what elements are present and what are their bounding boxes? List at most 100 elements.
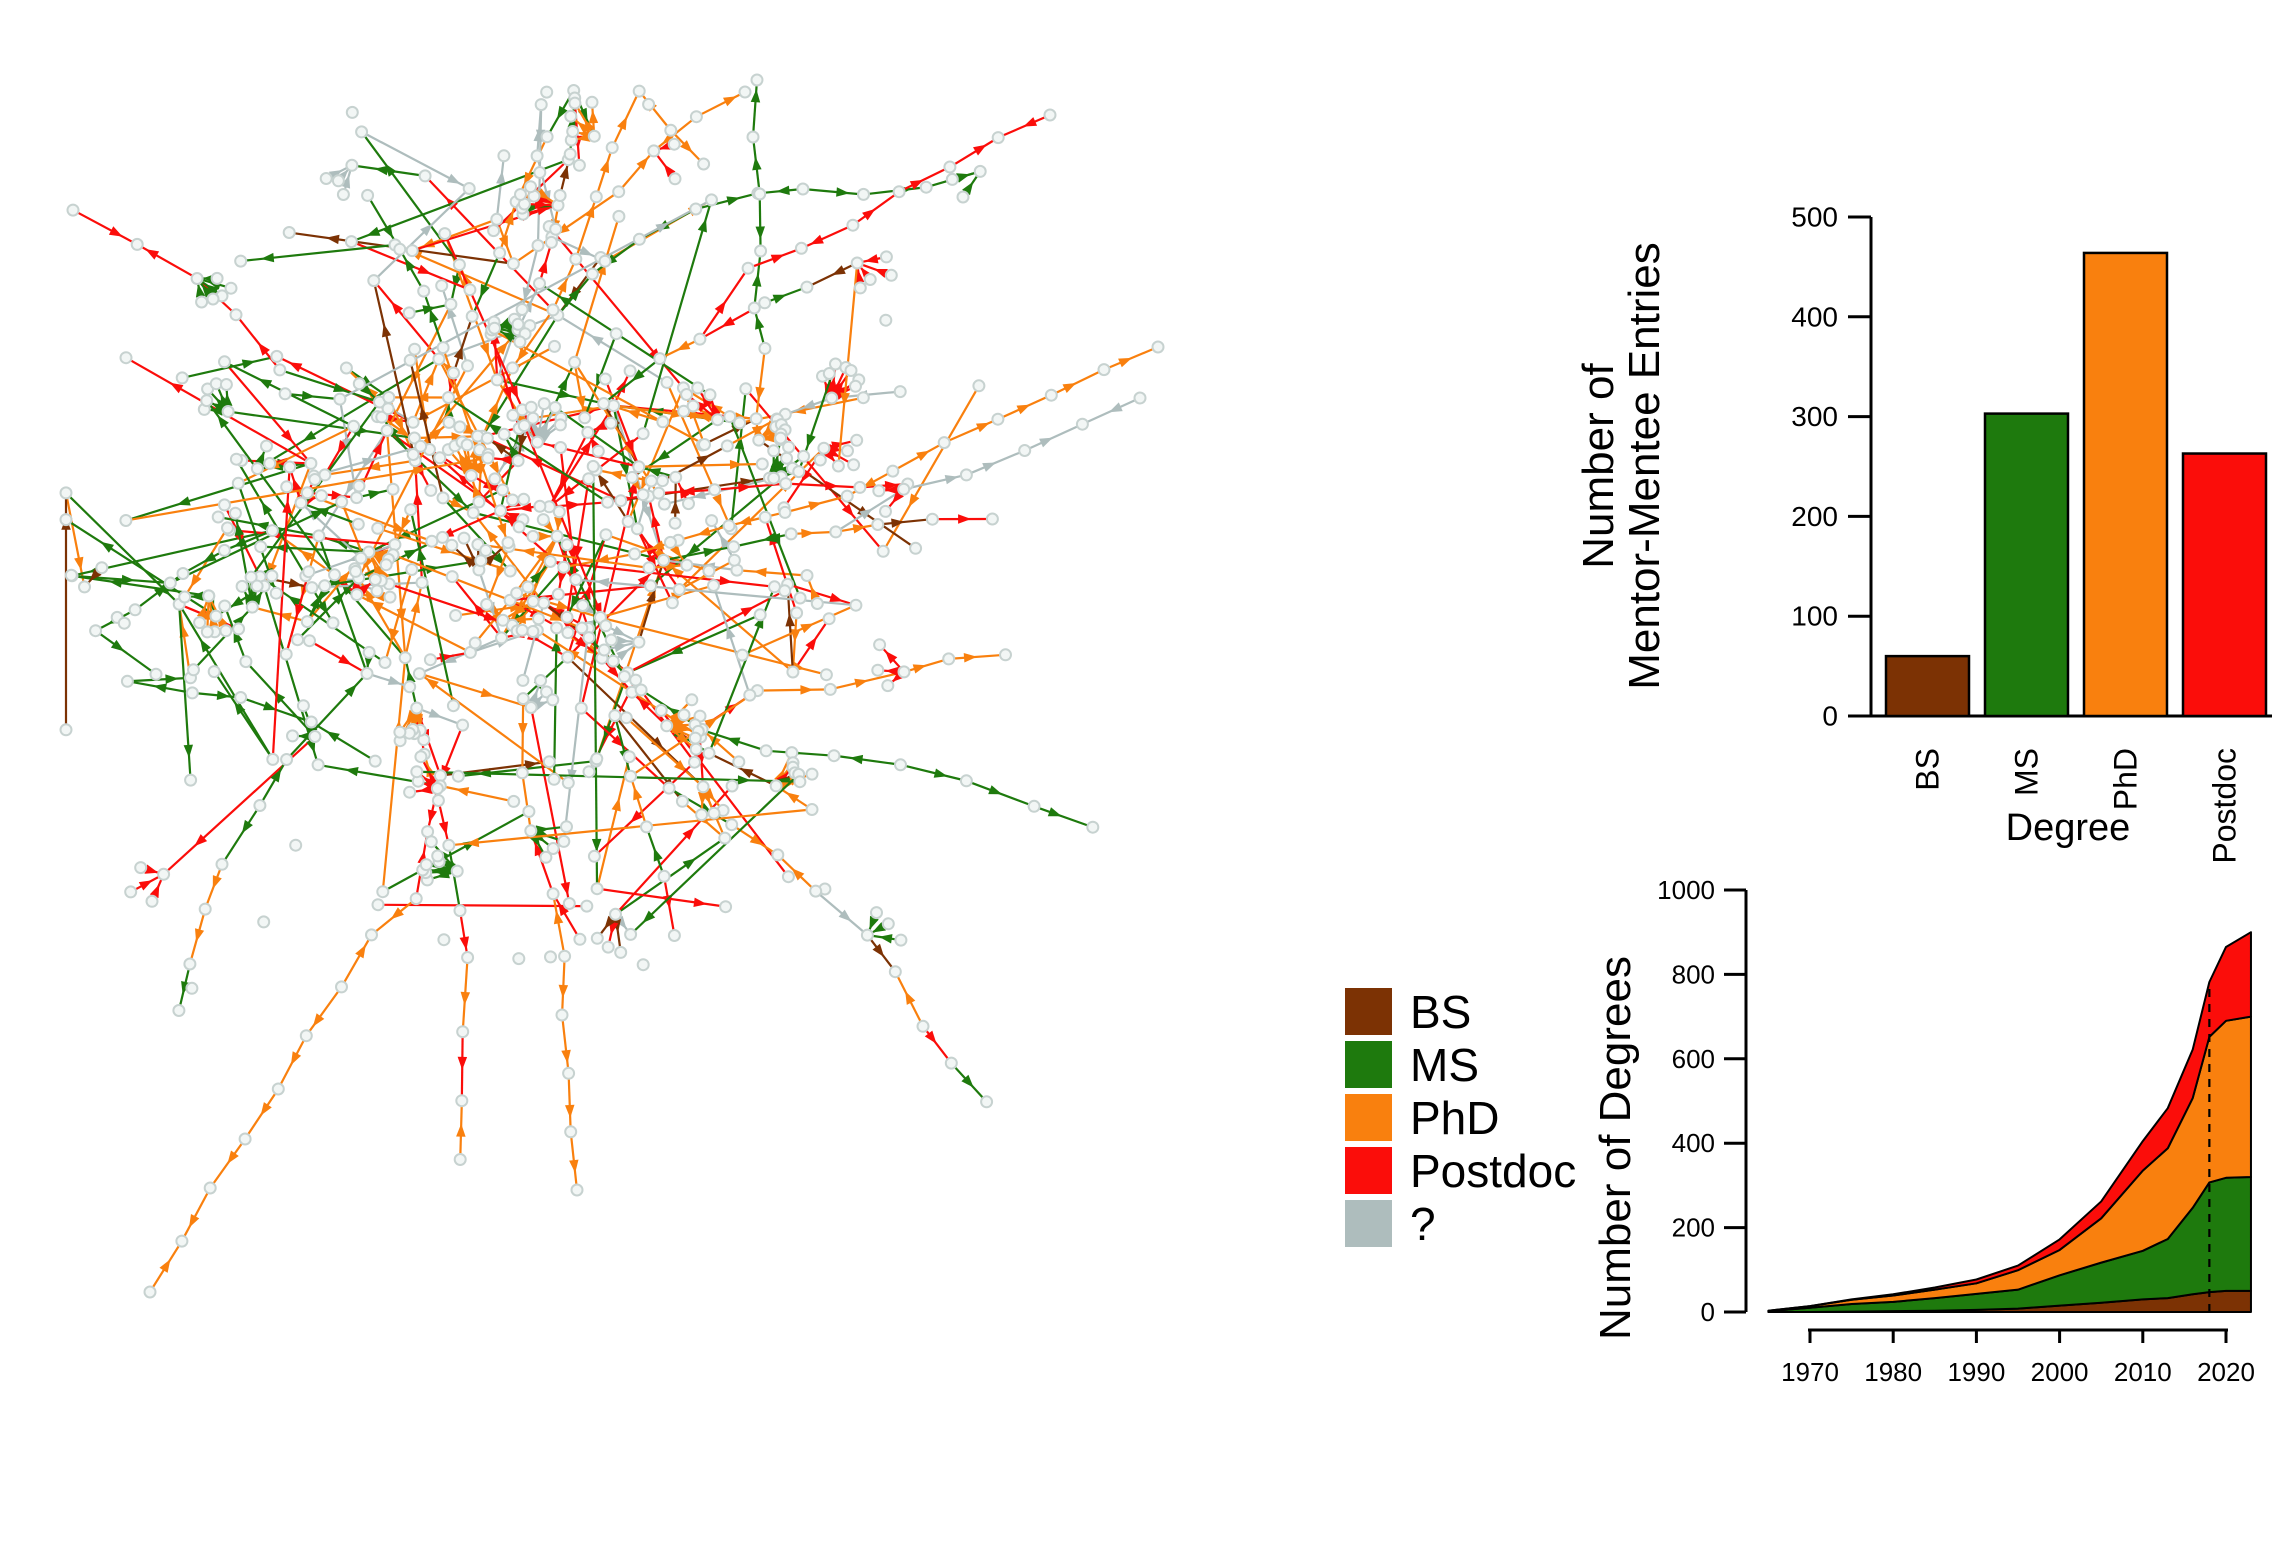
network-edge-arrow-icon [737,775,751,785]
network-edge-arrow-icon [344,684,357,698]
network-node [537,596,551,610]
bar-x-tick-label: BS [1910,748,1946,791]
network-edge-arrow-icon [201,284,214,298]
network-node [250,579,264,593]
network-node [784,527,798,541]
network-edge-arrow-icon [770,254,785,264]
network-edge-arrow-icon [750,89,761,103]
network-node [450,864,464,878]
network-edge-arrow-icon [455,787,470,797]
network-node [209,609,223,623]
network-edge-arrow-icon [698,792,708,806]
network-edge-arrow-icon [711,402,721,416]
bar-y-tick-label: 200 [1791,501,1838,532]
network-node [302,565,316,579]
network-node [495,631,508,645]
network-edge-arrow-icon [651,514,661,528]
network-node [534,674,548,687]
network-edge [738,534,787,547]
network-node [449,609,463,622]
network-edge-arrow-icon [676,731,690,744]
network-node [479,543,493,557]
network-edge-arrow-icon [419,406,429,421]
network-edge-arrow-icon [582,603,596,615]
network-node [207,665,221,679]
network-node [403,680,417,694]
network-node [279,647,293,661]
network-edge-arrow-icon [681,486,695,496]
network-edge-arrow-icon [295,603,305,618]
network-node [632,460,646,474]
network-edge-arrow-icon [631,369,645,382]
network-node [794,241,808,255]
legend-item-phd: PhD [1345,1094,1576,1141]
network-edge-arrow-icon [429,309,439,323]
network-node [351,517,365,531]
network-edge-arrow-icon [355,944,366,959]
network-edge-arrow-icon [517,347,529,362]
network-node [688,731,702,745]
network-node [632,84,646,98]
network-edge-arrow-icon [738,515,752,526]
network-node [300,486,314,500]
network-edge-arrow-icon [459,936,469,950]
network-node [354,551,368,565]
network-node [506,408,520,422]
network-node [642,561,656,575]
network-edge [596,152,612,192]
network-node [497,427,511,441]
network-node [664,123,678,137]
network-edge-arrow-icon [538,431,553,443]
network-edge [187,356,272,378]
network-node [942,652,956,666]
network-node [702,746,716,760]
network-node [688,755,701,769]
network-node [481,451,495,465]
network-edge-arrow-icon [258,342,270,356]
network-edge [178,609,191,673]
network-edge-arrow-icon [862,477,877,488]
network-edge-arrow-icon [428,708,443,718]
bar-y-tick-label: 400 [1791,301,1838,332]
network-node [819,668,833,682]
network-node [444,297,458,311]
network-node [624,769,638,783]
network-edge [525,430,605,622]
network-node [414,439,428,453]
network-edge [305,503,354,524]
network-node [767,471,781,485]
network-node [708,483,722,497]
network-node [503,564,517,578]
network-node [581,425,595,439]
network-edge-arrow-icon [159,1259,171,1273]
network-edge-arrow-icon [360,383,373,397]
network-node [827,749,841,763]
network-node [689,110,703,124]
network-edge-arrow-icon [1118,357,1132,368]
network-edge-arrow-icon [138,880,153,891]
legend-swatch-phd-icon [1345,1094,1392,1141]
network-edge [410,365,443,493]
network-node [738,85,752,99]
network-node [781,870,795,884]
network-node [564,109,578,123]
network-node [860,928,874,942]
network-node [753,187,767,201]
network-edge-arrow-icon [569,1159,579,1173]
network-node [640,820,653,834]
network-node [533,277,546,290]
network-edge-arrow-icon [892,490,904,504]
network-edge-arrow-icon [697,218,707,233]
network-edge-arrow-icon [560,881,570,896]
area-x-tick-label: 1990 [1947,1357,2005,1387]
network-node [546,842,560,855]
network-node [269,586,283,600]
network-edge-arrow-icon [905,991,916,1005]
network-edge-arrow-icon [233,537,248,547]
network-node [533,166,547,179]
network-node [628,547,642,561]
bar-phd [2082,251,2169,718]
network-node [771,848,785,862]
network-node [822,367,836,380]
